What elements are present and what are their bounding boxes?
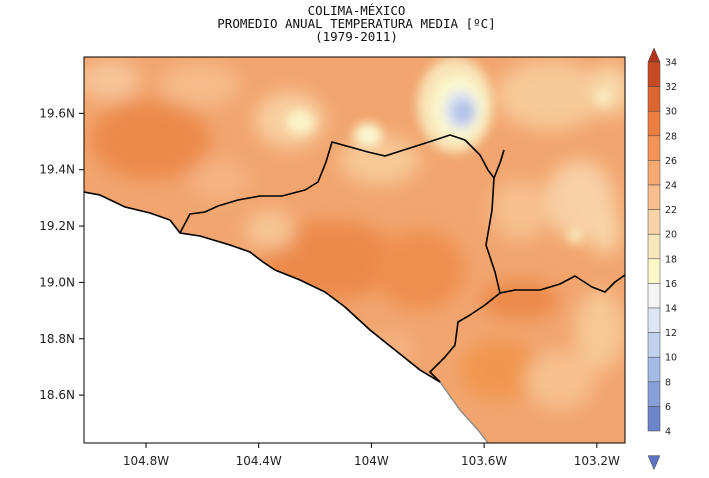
colorbar-label: 30 [665, 107, 677, 118]
title-line-2: PROMEDIO ANUAL TEMPERATURA MEDIA [ºC] [217, 16, 496, 31]
colima-state-boundary [179, 134, 501, 383]
colorbar-label: 14 [665, 304, 677, 315]
jalisco-michoacan-boundary [493, 149, 625, 294]
colorbar-segment [647, 356, 661, 383]
colorbar-label: 20 [665, 230, 677, 241]
lat-tick-label: 19.2N [39, 219, 75, 233]
colorbar: 34 32 30 28 26 24 22 20 18 16 14 12 10 8 6 4 [647, 47, 677, 471]
latitude-axis: 19.6N 19.4N 19.2N 19.0N 18.8N 18.6N [39, 106, 84, 402]
cold-highland-patches [286, 57, 610, 242]
colorbar-label: 12 [665, 328, 677, 339]
colorbar-label: 32 [665, 82, 677, 93]
colorbar-label: 4 [665, 427, 671, 438]
lon-tick-label: 103.2W [574, 454, 620, 468]
lon-tick-label: 104W [354, 454, 389, 468]
longitude-axis: 104.8W 104.4W 104W 103.6W 103.2W [123, 443, 620, 468]
colorbar-segment [647, 233, 661, 260]
title-line-1: COLIMA-MÉXICO [307, 3, 406, 18]
colorbar-top-arrow [647, 47, 661, 63]
colorbar-segment [647, 209, 661, 235]
colorbar-segment [647, 406, 661, 432]
colorbar-segment [647, 110, 661, 137]
lat-tick-label: 19.0N [39, 275, 75, 289]
colorbar-label: 16 [665, 279, 677, 290]
colorbar-label: 28 [665, 131, 677, 142]
map-title: COLIMA-MÉXICO PROMEDIO ANUAL TEMPERATURA… [84, 4, 629, 43]
lat-tick-label: 18.6N [39, 388, 75, 402]
temperature-field [84, 57, 625, 443]
colorbar-segment [647, 184, 661, 210]
colorbar-segment [647, 307, 661, 333]
colorbar-label: 6 [665, 402, 671, 413]
title-line-3: (1979-2011) [315, 29, 398, 44]
colorbar-label: 22 [665, 205, 677, 216]
colima-coast-boundary [84, 191, 441, 383]
plot-frame [83, 56, 626, 444]
colorbar-label: 10 [665, 353, 677, 364]
colorbar-label: 34 [665, 58, 677, 69]
colorbar-segment [647, 135, 661, 161]
ocean [84, 192, 488, 443]
lon-tick-label: 103.6W [461, 454, 507, 468]
colorbar-label: 24 [665, 181, 677, 192]
colorbar-segment [647, 160, 661, 186]
colorbar-segment [647, 381, 661, 407]
lat-tick-label: 19.4N [39, 163, 75, 177]
colorbar-segment [647, 61, 661, 87]
lon-tick-label: 104.8W [123, 454, 169, 468]
lon-tick-label: 104.4W [236, 454, 282, 468]
lat-tick-label: 19.6N [39, 106, 75, 120]
colorbar-segment [647, 86, 661, 112]
colorbar-bottom-arrow [647, 455, 661, 471]
colorbar-segment [647, 332, 661, 358]
colorbar-segment [647, 258, 661, 284]
colorbar-label: 26 [665, 156, 677, 167]
colorbar-segment [647, 283, 661, 309]
colorbar-label: 18 [665, 254, 677, 265]
lat-tick-label: 18.8N [39, 332, 75, 346]
colorbar-label: 8 [665, 377, 671, 388]
